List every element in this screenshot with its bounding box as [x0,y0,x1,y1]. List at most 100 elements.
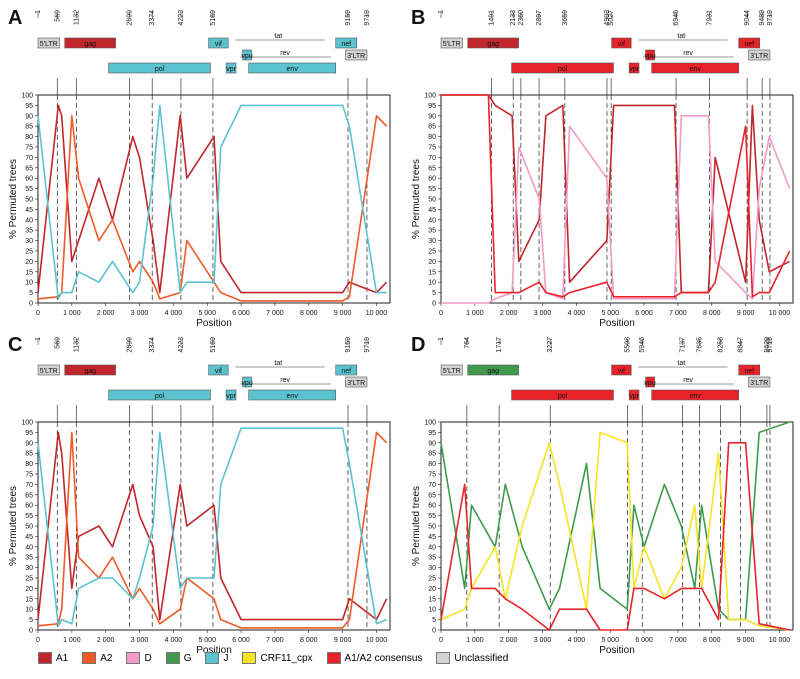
genome-label: vpu [644,53,655,60]
y-tick-label: 65 [428,165,436,172]
legend-item: D [126,652,151,664]
breakpoint-label: 569 [54,10,61,22]
genome-label: env [690,66,702,73]
y-tick-label: 100 [21,93,33,100]
y-tick-label: 10 [25,280,33,287]
genome-label: nef [341,41,351,48]
y-tick-label: 60 [25,176,33,183]
x-axis-label: Position [599,645,635,656]
x-tick-label: 5 000 [601,637,619,644]
breakpoint-label: 9489 [759,10,766,26]
breakpoint-label: 8258 [718,337,725,353]
breakpoint-label: 9159 [345,337,352,353]
x-tick-label: 2 000 [97,637,115,644]
x-tick-label: 8 000 [300,637,318,644]
x-tick-label: 10 000 [769,637,791,644]
breakpoint-label: 3227 [547,337,554,353]
y-tick-label: 20 [428,259,436,266]
y-tick-label: 90 [428,440,436,447]
legend-swatch [38,652,52,664]
genome-label: tat [677,33,685,40]
legend-item: J [205,652,228,664]
y-tick-label: 85 [428,451,436,458]
y-tick-label: 25 [428,249,436,256]
genome-label: 5'LTR [443,41,461,48]
y-tick-label: 35 [428,228,436,235]
y-tick-label: 45 [25,534,33,541]
y-tick-label: 0 [29,628,33,635]
genome-label: env [690,393,702,400]
legend-swatch [327,652,341,664]
genome-label: rev [683,50,693,57]
legend-swatch [436,652,450,664]
y-tick-label: 20 [25,586,33,593]
breakpoint-label: 2133 [510,10,517,26]
legend-item: Unclassified [436,652,508,664]
y-tick-label: 30 [25,238,33,245]
y-tick-label: 35 [25,228,33,235]
y-tick-label: 50 [428,524,436,531]
breakpoint-label: 9159 [345,10,352,26]
x-axis-label: Position [599,318,635,329]
y-tick-label: 20 [428,586,436,593]
x-tick-label: 1 000 [63,637,81,644]
series-line-a1 [441,95,790,293]
y-tick-label: 70 [428,482,436,489]
panel-letter: B [411,7,425,29]
breakpoint-label: 2699 [126,10,133,26]
y-tick-label: 100 [424,420,436,427]
y-tick-label: 5 [29,290,33,297]
genome-label: 5'LTR [443,368,461,375]
breakpoint-label: 6945 [673,10,680,26]
series-line-a1a2consensus [441,95,790,297]
y-tick-label: 70 [25,155,33,162]
x-tick-label: 5 000 [198,310,216,317]
y-tick-label: 95 [25,103,33,110]
genome-label: 3'LTR [750,53,768,60]
genome-label: vif [618,41,625,48]
series-line-d [441,116,790,303]
legend-label: J [223,653,228,664]
genome-label: vpu [241,380,252,387]
series-line-a1 [38,105,387,292]
breakpoint-label: 1 [438,10,445,14]
x-tick-label: 6 000 [635,310,653,317]
y-tick-label: 40 [428,544,436,551]
x-axis-label: Position [196,318,232,329]
y-tick-label: 25 [25,249,33,256]
genome-label: gag [84,41,96,48]
legend-label: Unclassified [454,653,508,664]
x-tick-label: 7 000 [266,637,284,644]
genome-label: rev [280,377,290,384]
breakpoint-label: 4223 [178,337,185,353]
breakpoint-label: 9719 [364,337,371,353]
genome-label: env [287,393,299,400]
x-tick-label: 1 000 [466,637,484,644]
y-tick-label: 85 [428,124,436,131]
genome-label: vpu [644,380,655,387]
breakpoint-label: 5946 [639,337,646,353]
y-tick-label: 5 [432,290,436,297]
breakpoint-label: 1491 [488,10,495,26]
y-tick-label: 55 [25,186,33,193]
y-tick-label: 10 [25,607,33,614]
genome-label: 3'LTR [347,53,365,60]
y-tick-label: 40 [25,544,33,551]
legend-swatch [205,652,219,664]
breakpoint-label: 1132 [73,10,80,25]
x-tick-label: 9 000 [737,637,755,644]
y-tick-label: 75 [428,472,436,479]
breakpoint-label: 1 [35,337,42,341]
y-tick-label: 30 [25,565,33,572]
genome-label: gag [487,368,499,375]
panel-letter: D [411,334,425,356]
x-tick-label: 7 000 [669,637,687,644]
y-tick-label: 80 [428,134,436,141]
y-tick-label: 65 [25,492,33,499]
y-tick-label: 80 [25,461,33,468]
genome-label: pol [155,66,165,73]
panel-letter: C [8,334,22,356]
series-line-a1 [38,432,387,619]
